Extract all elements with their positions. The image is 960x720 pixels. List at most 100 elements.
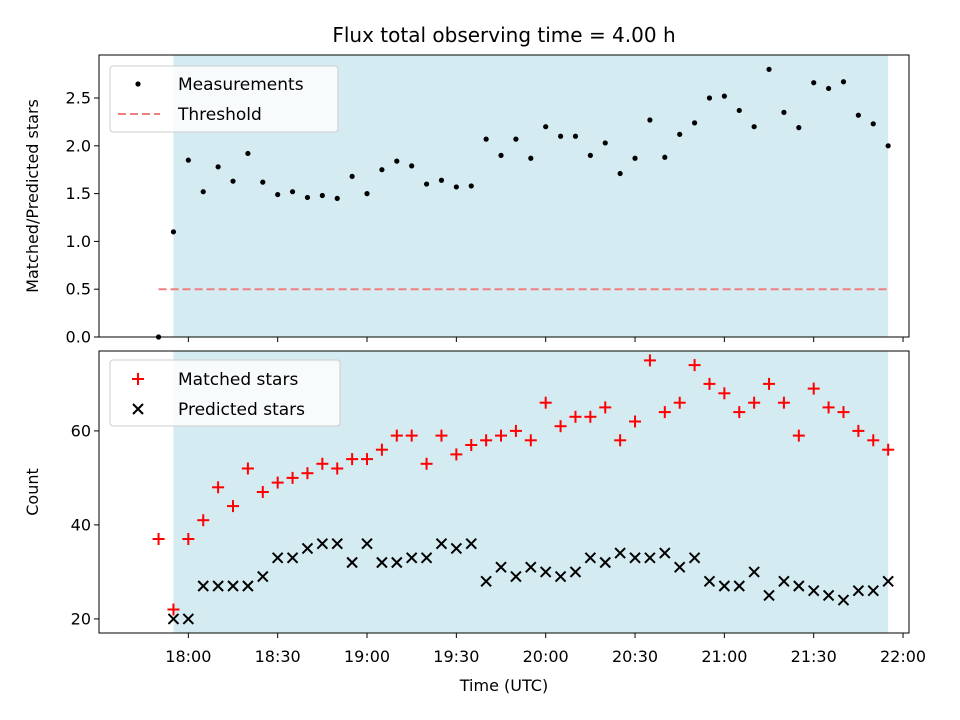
count-plot-frame — [98, 350, 910, 634]
measurement-point — [766, 66, 772, 72]
measurement-points — [155, 66, 891, 340]
measurement-point — [855, 112, 861, 118]
x-tick-label: 22:00 — [880, 647, 926, 666]
count-x-ticks: 18:00 18:30 19:00 19:30 20:00 20:30 21:00 21:30… — [165, 633, 926, 666]
x-axis-label: Time (UTC) — [459, 676, 548, 695]
measurement-point — [185, 157, 191, 163]
count-y-ticks: 20 40 60 — [71, 421, 99, 628]
measurement-point — [602, 140, 608, 146]
ratio-plot-frame — [98, 54, 910, 338]
predicted-star-point — [882, 575, 894, 588]
predicted-star-point — [465, 537, 477, 550]
measurement-point — [870, 121, 876, 127]
measurement-point — [647, 117, 653, 123]
matched-star-point — [852, 424, 865, 437]
matched-star-point — [390, 429, 403, 442]
matched-star-point — [688, 359, 701, 372]
predicted-star-point — [271, 552, 284, 564]
predicted-star-point — [763, 589, 775, 602]
matched-legend-label: Matched stars — [178, 370, 298, 390]
matched-star-point — [316, 457, 329, 470]
measurement-point — [706, 95, 713, 101]
matched-star-point — [227, 500, 240, 513]
matched-star-point — [301, 467, 314, 480]
count-y-axis-label: Count — [23, 468, 42, 516]
matched-star-point — [375, 443, 388, 456]
ratio-x-ticks — [187, 337, 904, 342]
y-tick-label: 1.5 — [66, 184, 91, 203]
matched-legend-marker — [132, 373, 144, 385]
matched-star-point — [554, 420, 567, 433]
measurement-point — [394, 158, 400, 164]
predicted-star-point — [599, 556, 611, 569]
chart-title: Flux total observing time = 4.00 h — [332, 23, 675, 47]
matched-star-point — [748, 396, 761, 409]
matched-star-point — [524, 434, 537, 447]
predicted-star-point — [182, 613, 195, 625]
x-tick-label: 21:30 — [791, 647, 837, 666]
measurement-point — [334, 195, 340, 201]
predicted-star-point — [614, 547, 626, 559]
matched-star-point — [539, 396, 552, 409]
matched-star-point — [495, 429, 508, 442]
measurement-point — [796, 125, 802, 131]
measurement-point — [260, 179, 266, 185]
matched-star-point — [822, 401, 835, 414]
predicted-star-point — [688, 552, 701, 564]
matched-star-point — [256, 486, 269, 498]
matched-star-point — [182, 533, 195, 545]
y-tick-label: 2.0 — [66, 136, 91, 155]
y-tick-label: 0.5 — [66, 280, 91, 299]
predicted-star-point — [495, 561, 507, 573]
measurement-point — [662, 154, 668, 160]
matched-star-point — [629, 415, 642, 428]
matched-star-point — [509, 424, 522, 437]
measurement-point — [349, 173, 355, 180]
measurement-point — [781, 109, 787, 115]
threshold-legend-label: Threshold — [177, 105, 262, 125]
x-tick-label: 18:00 — [165, 647, 211, 666]
measurements-legend-label: Measurements — [178, 75, 304, 95]
x-tick-label: 18:30 — [255, 647, 301, 666]
matched-star-point — [763, 377, 776, 390]
measurement-point — [319, 192, 325, 199]
measurement-point — [543, 124, 549, 130]
measurement-point — [379, 167, 385, 173]
matched-star-point — [614, 434, 627, 447]
measurement-point — [245, 150, 251, 157]
predicted-star-point — [584, 552, 597, 564]
matched-star-point — [420, 457, 433, 470]
matched-star-point — [837, 406, 850, 419]
measurement-point — [751, 124, 757, 130]
predicted-star-point — [301, 542, 314, 555]
measurement-point — [200, 189, 206, 195]
measurement-point — [513, 136, 519, 142]
matched-star-point — [792, 429, 805, 442]
y-tick-label: 60 — [71, 421, 91, 440]
matched-star-point — [212, 481, 225, 494]
predicted-star-point — [569, 566, 582, 578]
measurement-point — [483, 136, 489, 142]
matched-star-point — [241, 462, 254, 475]
predicted-stars-points — [167, 537, 894, 625]
predicted-star-point — [286, 552, 299, 564]
matched-star-point — [167, 603, 180, 616]
predicted-star-point — [629, 552, 641, 564]
measurements-legend-marker — [135, 81, 141, 87]
matched-star-point — [584, 410, 597, 423]
predicted-star-point — [227, 580, 239, 592]
matched-star-point — [703, 377, 716, 390]
predicted-star-point — [510, 570, 522, 583]
measurement-point — [498, 152, 504, 158]
measurement-point — [170, 229, 177, 235]
matched-star-point — [807, 382, 820, 395]
predicted-star-point — [212, 580, 224, 592]
measurement-point — [885, 143, 891, 149]
matched-star-point — [718, 387, 731, 400]
ratio-y-axis-label: Matched/Predicted stars — [23, 99, 42, 293]
predicted-star-point — [554, 570, 567, 583]
matched-star-point — [882, 443, 895, 456]
matched-star-point — [643, 354, 656, 367]
y-tick-label: 0.0 — [66, 328, 91, 347]
